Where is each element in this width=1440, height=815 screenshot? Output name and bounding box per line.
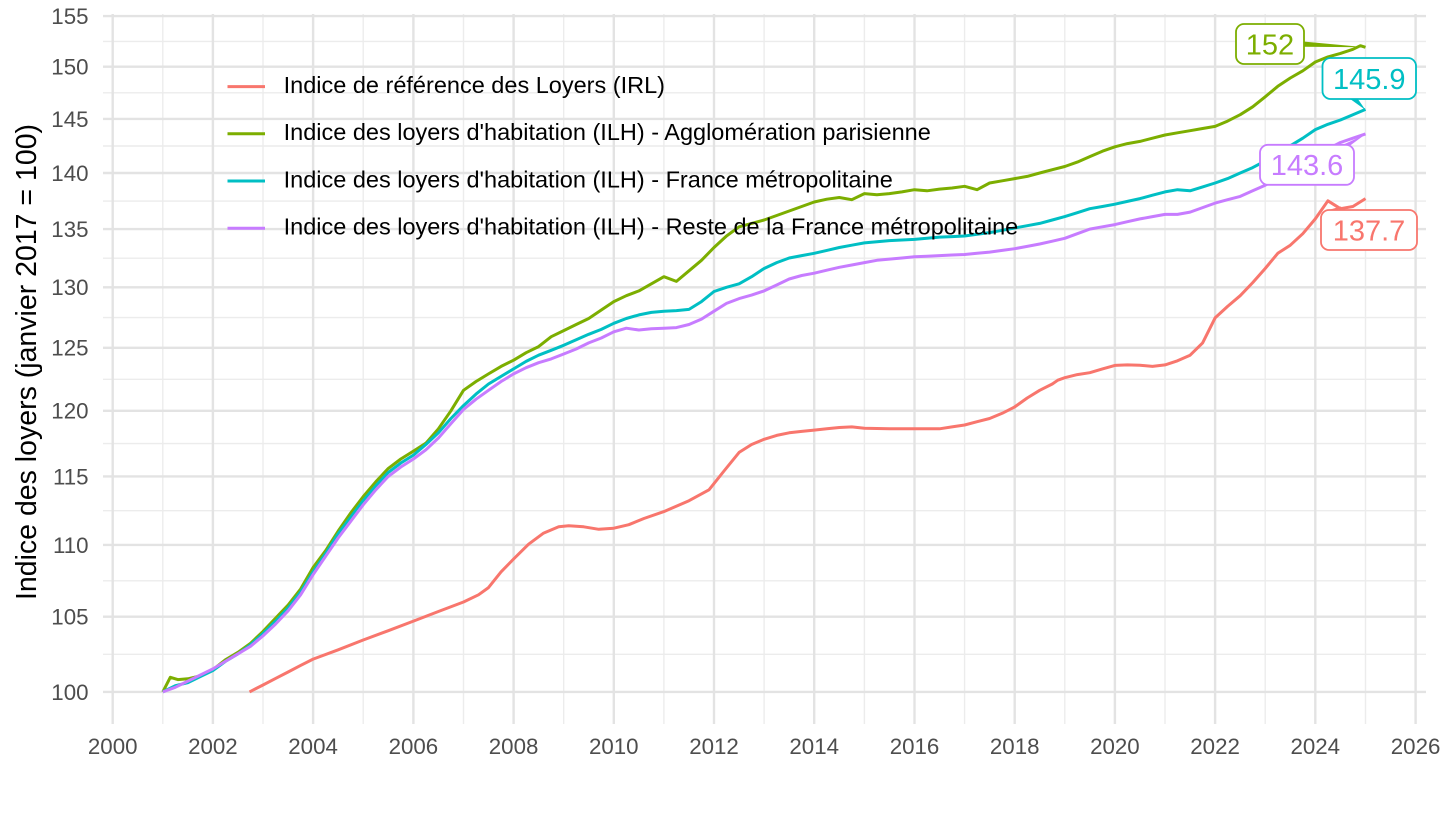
svg-text:2018: 2018 [990, 734, 1040, 759]
svg-text:105: 105 [51, 605, 88, 630]
svg-text:2022: 2022 [1190, 734, 1240, 759]
svg-text:110: 110 [53, 533, 89, 558]
svg-text:135: 135 [51, 217, 88, 242]
svg-text:2010: 2010 [589, 734, 639, 759]
svg-text:2024: 2024 [1290, 734, 1340, 759]
svg-text:2016: 2016 [890, 734, 940, 759]
svg-text:2020: 2020 [1090, 734, 1140, 759]
svg-text:145: 145 [51, 107, 88, 132]
svg-text:143.6: 143.6 [1271, 150, 1344, 182]
svg-text:2004: 2004 [288, 734, 338, 759]
svg-text:150: 150 [51, 55, 88, 80]
svg-text:130: 130 [51, 275, 88, 300]
svg-text:2012: 2012 [689, 734, 739, 759]
svg-text:100: 100 [51, 680, 88, 705]
svg-text:Indice des loyers d'habitation: Indice des loyers d'habitation (ILH) - F… [284, 166, 893, 192]
svg-text:Indice de référence des Loyers: Indice de référence des Loyers (IRL) [284, 72, 665, 98]
svg-text:152: 152 [1246, 29, 1294, 61]
svg-text:2006: 2006 [389, 734, 439, 759]
svg-text:2000: 2000 [88, 734, 138, 759]
svg-text:Indice des loyers (janvier 201: Indice des loyers (janvier 2017 = 100) [11, 124, 43, 600]
svg-text:2014: 2014 [789, 734, 839, 759]
svg-text:155: 155 [51, 4, 88, 29]
svg-text:125: 125 [51, 336, 88, 361]
svg-text:Indice des loyers d'habitation: Indice des loyers d'habitation (ILH) - R… [284, 214, 1019, 240]
svg-text:137.7: 137.7 [1333, 215, 1406, 247]
svg-text:140: 140 [51, 161, 88, 186]
svg-text:120: 120 [51, 399, 88, 424]
svg-text:2026: 2026 [1391, 734, 1440, 759]
svg-text:2002: 2002 [188, 734, 238, 759]
svg-text:145.9: 145.9 [1333, 64, 1406, 96]
svg-text:Indice des loyers d'habitation: Indice des loyers d'habitation (ILH) - A… [284, 119, 931, 145]
svg-text:115: 115 [53, 464, 89, 489]
svg-text:2008: 2008 [489, 734, 539, 759]
